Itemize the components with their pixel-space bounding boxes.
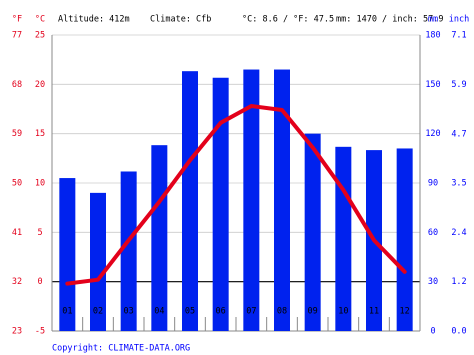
mm-tick-label: 180 bbox=[425, 31, 440, 41]
inch-tick-label: 3.5 bbox=[451, 179, 466, 189]
f-tick-label: 59 bbox=[12, 129, 22, 139]
mm-tick-label: 60 bbox=[428, 228, 438, 238]
inch-tick-label: 0.0 bbox=[451, 327, 466, 337]
precip-bar bbox=[151, 145, 168, 331]
precip-bar bbox=[90, 192, 106, 331]
climate: Climate: Cfb bbox=[150, 15, 211, 25]
precip-bar bbox=[182, 71, 198, 331]
f-tick-label: 41 bbox=[12, 228, 22, 238]
inch-tick-label: 5.9 bbox=[451, 80, 466, 90]
inch-tick-label: 2.4 bbox=[451, 228, 466, 238]
precip-bar bbox=[396, 148, 413, 331]
altitude: Altitude: 412m bbox=[58, 15, 130, 25]
inch-unit: inch bbox=[449, 15, 469, 25]
c-tick-label: 5 bbox=[37, 228, 42, 238]
c-tick-label: 15 bbox=[35, 129, 45, 139]
grid bbox=[52, 34, 420, 332]
c-tick-label: 10 bbox=[35, 179, 45, 189]
f-tick-label: 23 bbox=[12, 327, 22, 337]
copyright: Copyright: CLIMATE-DATA.ORG bbox=[52, 344, 190, 354]
precip-bar bbox=[212, 77, 229, 331]
precip-bar bbox=[335, 146, 352, 331]
c-tick-label: 0 bbox=[37, 277, 42, 287]
mm-tick-label: 30 bbox=[428, 277, 438, 287]
precip-bar bbox=[120, 171, 137, 331]
x-tick-label: 02 bbox=[93, 307, 103, 317]
precip-bar bbox=[274, 69, 290, 332]
x-tick-label: 03 bbox=[124, 307, 134, 317]
c-tick-label: 20 bbox=[35, 80, 45, 90]
x-tick-label: 08 bbox=[277, 307, 287, 317]
inch-tick-label: 4.7 bbox=[451, 129, 466, 139]
x-tick-label: 09 bbox=[308, 307, 318, 317]
x-tick-label: 10 bbox=[338, 307, 348, 317]
f-tick-label: 50 bbox=[12, 179, 22, 189]
mm-unit: mm bbox=[428, 15, 438, 25]
mm-tick-label: 0 bbox=[430, 327, 435, 337]
temp-line bbox=[65, 104, 407, 286]
f-tick-label: 77 bbox=[12, 31, 22, 41]
mm-tick-label: 120 bbox=[425, 129, 440, 139]
c-tick-label: 25 bbox=[35, 31, 45, 41]
mm-tick-label: 90 bbox=[428, 179, 438, 189]
c-tick-label: -5 bbox=[35, 327, 45, 337]
f-unit: °F bbox=[12, 15, 22, 25]
precip-bar bbox=[243, 69, 260, 332]
precip-bar bbox=[304, 133, 321, 331]
x-tick-label: 07 bbox=[246, 307, 256, 317]
c-unit: °C bbox=[35, 15, 45, 25]
x-tick-label: 11 bbox=[369, 307, 379, 317]
f-tick-label: 32 bbox=[12, 277, 22, 287]
x-tick-label: 06 bbox=[216, 307, 226, 317]
x-tick-label: 05 bbox=[185, 307, 195, 317]
f-tick-label: 68 bbox=[12, 80, 22, 90]
x-tick-label: 12 bbox=[400, 307, 410, 317]
inch-tick-label: 7.1 bbox=[451, 31, 466, 41]
x-tick-label: 01 bbox=[62, 307, 72, 317]
x-tick-label: 04 bbox=[154, 307, 164, 317]
precip-bar bbox=[59, 178, 76, 331]
mm-tick-label: 150 bbox=[425, 80, 440, 90]
temp-mean: °C: 8.6 / °F: 47.5 bbox=[242, 15, 334, 25]
inch-tick-label: 1.2 bbox=[451, 277, 466, 287]
precip-total: mm: 1470 / inch: 57.9 bbox=[336, 15, 443, 25]
